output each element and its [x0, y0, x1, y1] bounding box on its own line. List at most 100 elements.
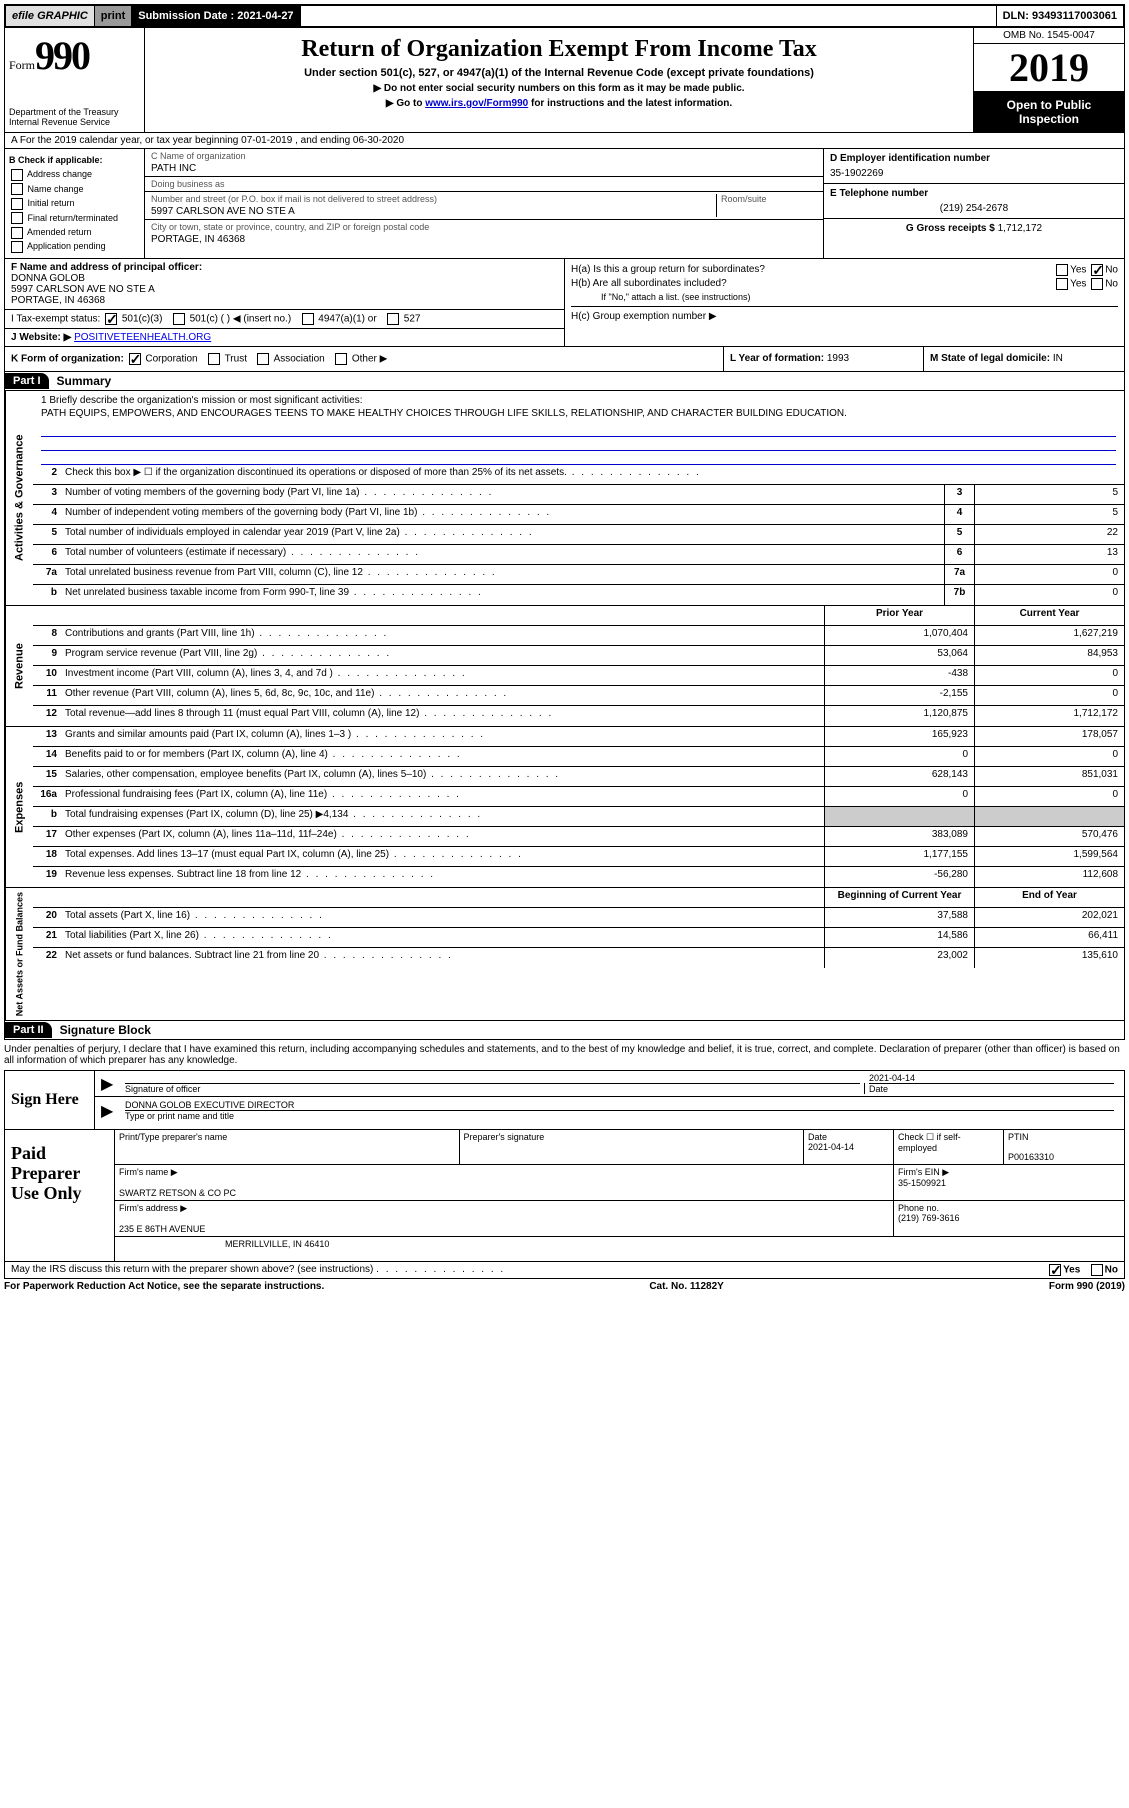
part-i-num: Part I — [5, 373, 49, 389]
data-line: 22 Net assets or fund balances. Subtract… — [33, 948, 1124, 968]
data-line: 13 Grants and similar amounts paid (Part… — [33, 727, 1124, 747]
chk-discuss-yes[interactable] — [1049, 1264, 1061, 1276]
line-text: Salaries, other compensation, employee b… — [61, 767, 824, 786]
opt-527: 527 — [404, 313, 421, 324]
firm-phone-label: Phone no. — [898, 1203, 1120, 1213]
line-value: 5 — [974, 485, 1124, 504]
chk-application-pending[interactable]: Application pending — [9, 239, 140, 253]
website-link[interactable]: POSITIVETEENHEALTH.ORG — [74, 332, 211, 343]
paid-preparer-label: Paid Preparer Use Only — [5, 1130, 115, 1261]
line-num: 13 — [33, 727, 61, 746]
omb-number: OMB No. 1545-0047 — [974, 28, 1124, 44]
data-line: 16a Professional fundraising fees (Part … — [33, 787, 1124, 807]
line-num: 5 — [33, 525, 61, 544]
chk-final-return[interactable]: Final return/terminated — [9, 211, 140, 225]
line-text: Revenue less expenses. Subtract line 18 … — [61, 867, 824, 887]
chk-ha-yes[interactable] — [1056, 264, 1068, 276]
chk-discuss-no[interactable] — [1091, 1264, 1103, 1276]
opt-501c: 501(c) ( ) ◀ (insert no.) — [190, 313, 292, 324]
line-text: Number of independent voting members of … — [61, 505, 944, 524]
line-text: Check this box ▶ ☐ if the organization d… — [61, 465, 1124, 484]
form-note-ssn: ▶ Do not enter social security numbers o… — [153, 83, 965, 94]
current-value: 0 — [974, 686, 1124, 705]
dln-cell: DLN: 93493117003061 — [997, 6, 1123, 26]
vtab-revenue: Revenue — [5, 606, 33, 726]
officer-addr1: 5997 CARLSON AVE NO STE A — [11, 284, 155, 295]
current-value: 1,712,172 — [974, 706, 1124, 726]
sign-here-right: ▶ Signature of officer 2021-04-14 Date ▶… — [95, 1071, 1124, 1129]
line-text: Total unrelated business revenue from Pa… — [61, 565, 944, 584]
chk-corp[interactable] — [129, 353, 141, 365]
current-value — [974, 807, 1124, 826]
end-year-header: End of Year — [974, 888, 1124, 907]
gov-line: 5 Total number of individuals employed i… — [33, 525, 1124, 545]
gov-line: 4 Number of independent voting members o… — [33, 505, 1124, 525]
top-bar: efile GRAPHIC print Submission Date : 20… — [4, 4, 1125, 28]
phone-label: E Telephone number — [830, 188, 1118, 199]
ein-value: 35-1902269 — [830, 168, 1118, 179]
line-num: 11 — [33, 686, 61, 705]
form-note-link: ▶ Go to www.irs.gov/Form990 for instruct… — [153, 98, 965, 109]
box-f-officer: F Name and address of principal officer:… — [5, 259, 564, 310]
paid-preparer-block: Paid Preparer Use Only Print/Type prepar… — [4, 1130, 1125, 1262]
row-klm: K Form of organization: Corporation Trus… — [4, 347, 1125, 372]
header-left: Form990 Department of the Treasury Inter… — [5, 28, 145, 132]
prior-value: 1,120,875 — [824, 706, 974, 726]
line-text: Total revenue—add lines 8 through 11 (mu… — [61, 706, 824, 726]
k-label: K Form of organization: — [11, 353, 124, 364]
h-b-note: If "No," attach a list. (see instruction… — [571, 292, 1118, 302]
line-num: 17 — [33, 827, 61, 846]
line-num: 12 — [33, 706, 61, 726]
chk-501c3[interactable] — [105, 313, 117, 325]
ein-label: D Employer identification number — [830, 153, 1118, 164]
opt-4947: 4947(a)(1) or — [318, 313, 376, 324]
box-k-form-org: K Form of organization: Corporation Trus… — [5, 347, 724, 371]
chk-4947[interactable] — [302, 313, 314, 325]
gov-line: 3 Number of voting members of the govern… — [33, 485, 1124, 505]
addr-value: 5997 CARLSON AVE NO STE A — [151, 206, 712, 217]
org-name-label: C Name of organization — [151, 151, 817, 161]
col-f: F Name and address of principal officer:… — [5, 259, 565, 346]
topbar-spacer — [301, 6, 997, 26]
form-header: Form990 Department of the Treasury Inter… — [4, 28, 1125, 133]
prep-date: 2021-04-14 — [808, 1142, 889, 1152]
prior-value: 37,588 — [824, 908, 974, 927]
current-value: 0 — [974, 787, 1124, 806]
chk-501c[interactable] — [173, 313, 185, 325]
ptin-label: PTIN — [1008, 1132, 1120, 1142]
opt-501c3: 501(c)(3) — [122, 313, 163, 324]
chk-amended-return[interactable]: Amended return — [9, 225, 140, 239]
chk-initial-return[interactable]: Initial return — [9, 196, 140, 210]
prior-value: 53,064 — [824, 646, 974, 665]
note2-post: for instructions and the latest informat… — [528, 98, 732, 109]
officer-label: F Name and address of principal officer: — [11, 262, 202, 273]
footer-row: For Paperwork Reduction Act Notice, see … — [4, 1279, 1125, 1294]
line-num: 14 — [33, 747, 61, 766]
chk-assoc[interactable] — [257, 353, 269, 365]
box-l-year: L Year of formation: 1993 — [724, 347, 924, 371]
submission-date-button[interactable]: Submission Date : 2021-04-27 — [132, 6, 300, 26]
instructions-link[interactable]: www.irs.gov/Form990 — [425, 98, 528, 109]
line-num: 10 — [33, 666, 61, 685]
print-button[interactable]: print — [95, 6, 132, 26]
col-c-name-address: C Name of organization PATH INC Doing bu… — [145, 149, 824, 258]
m-label: M State of legal domicile: — [930, 353, 1050, 364]
firm-addr: 235 E 86TH AVENUE — [119, 1224, 889, 1234]
chk-name-change[interactable]: Name change — [9, 182, 140, 196]
form-num: 990 — [35, 33, 89, 78]
current-value: 851,031 — [974, 767, 1124, 786]
beginning-year-header: Beginning of Current Year — [824, 888, 974, 907]
chk-hb-yes[interactable] — [1056, 278, 1068, 290]
chk-address-change[interactable]: Address change — [9, 167, 140, 181]
col-b-checkboxes: B Check if applicable: Address change Na… — [5, 149, 145, 258]
submission-label: Submission Date : — [138, 10, 234, 22]
efile-button[interactable]: efile GRAPHIC — [6, 6, 95, 26]
chk-trust[interactable] — [208, 353, 220, 365]
box-i-tax-status: I Tax-exempt status: 501(c)(3) 501(c) ( … — [5, 310, 564, 329]
block-bcdeg: B Check if applicable: Address change Na… — [4, 149, 1125, 259]
chk-527[interactable] — [387, 313, 399, 325]
chk-other[interactable] — [335, 353, 347, 365]
chk-hb-no[interactable] — [1091, 278, 1103, 290]
chk-ha-no[interactable] — [1091, 264, 1103, 276]
form-subtitle: Under section 501(c), 527, or 4947(a)(1)… — [153, 67, 965, 79]
